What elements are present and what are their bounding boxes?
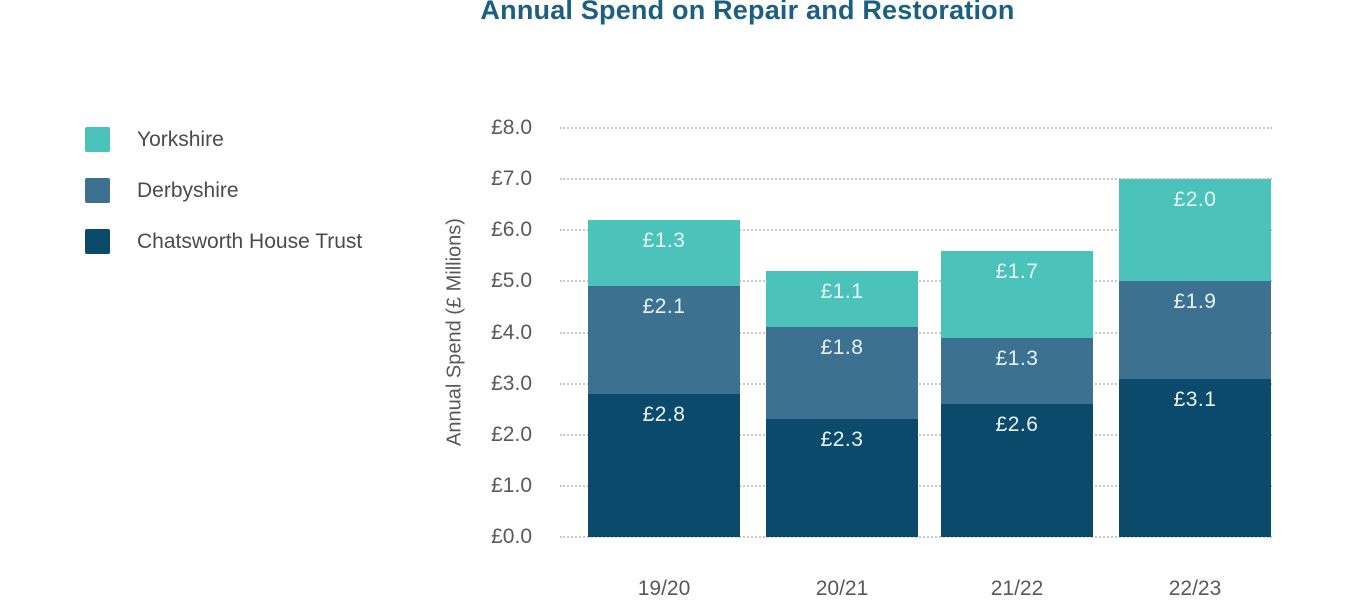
y-tick-label: £1.0: [491, 473, 532, 497]
y-tick-label: £8.0: [491, 116, 532, 139]
bar-value-label: £2.3: [820, 428, 864, 452]
legend: Yorkshire Derbyshire Chatsworth House Tr…: [85, 127, 362, 280]
gridline: [560, 127, 1272, 129]
bar-value-label: £2.1: [642, 295, 686, 319]
gridline: [560, 178, 1272, 181]
y-tick-label: £6.0: [491, 218, 532, 242]
legend-swatch-yorkshire-icon: [85, 127, 110, 152]
x-tick-label: 20/21: [815, 577, 869, 600]
bar-segment-derbyshire: £1.9: [1119, 281, 1271, 379]
bar-value-label: £2.8: [642, 402, 686, 426]
bar-segment-yorkshire: £1.7: [941, 250, 1093, 338]
y-tick-label: £3.0: [491, 371, 532, 395]
bar-value-label: £1.3: [642, 229, 686, 253]
bar-value-label: £2.6: [995, 413, 1039, 437]
legend-swatch-derbyshire-icon: [85, 178, 110, 203]
bar-segment-yorkshire: £1.3: [588, 220, 740, 287]
legend-item-chatsworth-house-trust: Chatsworth House Trust: [85, 229, 362, 254]
bar-segment-chatsworth-house-trust: £2.3: [766, 419, 918, 537]
legend-label-yorkshire: Yorkshire: [137, 127, 224, 151]
y-tick-label: £5.0: [491, 269, 532, 293]
legend-item-derbyshire: Derbyshire: [85, 178, 362, 203]
gridline: [560, 536, 1272, 538]
bar-segment-derbyshire: £1.8: [766, 327, 918, 420]
y-tick-label: £2.0: [491, 422, 532, 446]
bar-segment-chatsworth-house-trust: £3.1: [1119, 378, 1271, 537]
bar-segment-derbyshire: £2.1: [588, 286, 740, 394]
bar-segment-yorkshire: £2.0: [1119, 179, 1271, 282]
bar-segment-yorkshire: £1.1: [766, 271, 918, 328]
legend-swatch-chatsworth-house-trust-icon: [85, 229, 110, 254]
legend-label-chatsworth-house-trust: Chatsworth House Trust: [137, 229, 363, 253]
bar-value-label: £1.8: [820, 336, 864, 360]
bar-value-label: £1.3: [995, 346, 1039, 370]
bar-segment-derbyshire: £1.3: [941, 337, 1093, 405]
x-tick-label: 21/22: [990, 577, 1044, 600]
bar-value-label: £1.9: [1173, 290, 1217, 314]
bar-value-label: £3.1: [1173, 387, 1217, 411]
bar-value-label: £2.0: [1173, 188, 1217, 212]
y-tick-label: £7.0: [491, 167, 532, 191]
x-tick-label: 22/23: [1168, 577, 1222, 600]
chart-title: Annual Spend on Repair and Restoration: [480, 0, 1015, 25]
bar-segment-chatsworth-house-trust: £2.8: [588, 393, 740, 537]
gridline: [560, 229, 1272, 232]
y-tick-label: £4.0: [491, 320, 532, 344]
legend-label-derbyshire: Derbyshire: [137, 178, 239, 202]
y-tick-label: £0.0: [491, 525, 532, 548]
bar-segment-chatsworth-house-trust: £2.6: [941, 404, 1093, 537]
bar-value-label: £1.1: [820, 280, 864, 304]
bar-value-label: £1.7: [995, 259, 1039, 283]
x-tick-label: 19/20: [637, 577, 691, 600]
legend-item-yorkshire: Yorkshire: [85, 127, 362, 152]
